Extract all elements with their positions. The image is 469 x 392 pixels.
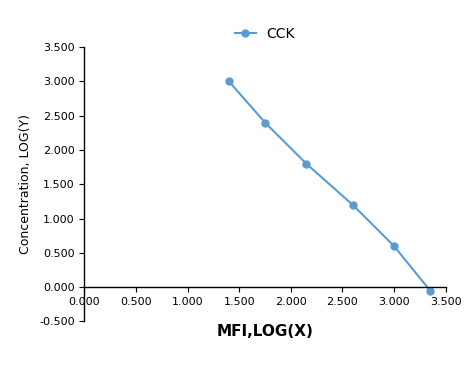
Y-axis label: Concentration, LOG(Y): Concentration, LOG(Y) [19, 114, 32, 254]
CCK [226, 79, 232, 84]
CCK [391, 243, 397, 249]
CCK [262, 120, 268, 125]
CCK [350, 202, 356, 207]
Legend: CCK: CCK [229, 21, 301, 46]
CCK [427, 288, 433, 293]
Line: CCK: CCK [226, 78, 433, 294]
CCK [303, 162, 309, 166]
X-axis label: MFI,LOG(X): MFI,LOG(X) [217, 323, 313, 339]
